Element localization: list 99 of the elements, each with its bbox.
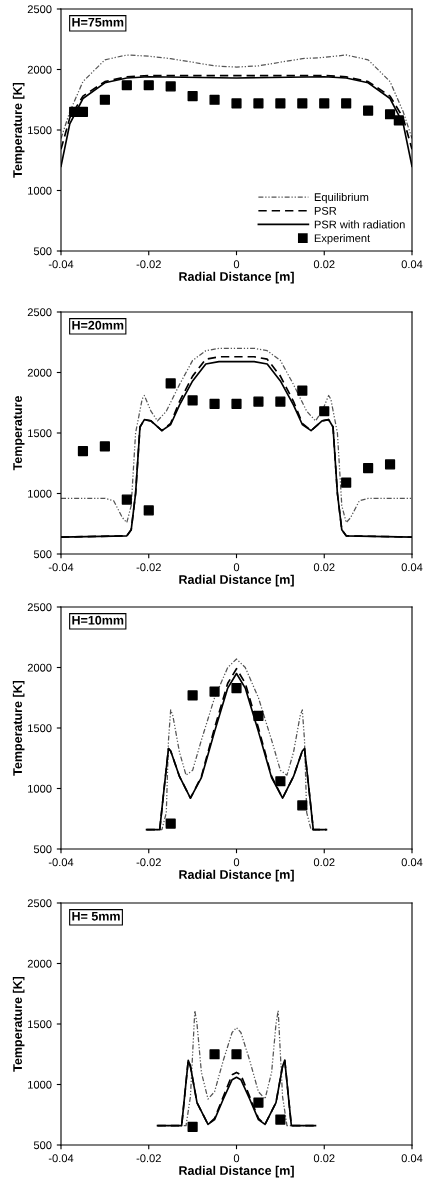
y-tick-label: 1500 (28, 724, 52, 733)
point (253, 710, 264, 721)
legend-label: PSR with radiation (314, 220, 405, 229)
x-axis-title: Radial Distance [m] (179, 869, 294, 882)
y-axis-title: Temperature [K] (12, 82, 25, 178)
point (231, 398, 242, 410)
point (209, 686, 220, 697)
x-tick-label: 0.02 (313, 260, 335, 269)
point (275, 98, 286, 109)
annotation: H= 5mm (72, 911, 120, 921)
x-tick-label: 0.04 (401, 1154, 423, 1163)
point (275, 776, 286, 787)
x-tick-label: 0.02 (313, 1154, 335, 1163)
y-tick-label: 2000 (27, 959, 52, 968)
point (253, 1097, 264, 1108)
point (253, 98, 264, 109)
annotation: H=10mm (72, 615, 124, 625)
point (143, 80, 154, 91)
y-tick-label: 2500 (27, 308, 52, 317)
point (121, 80, 132, 91)
x-tick-label: 0.02 (313, 858, 335, 867)
x-axis-title: Radial Distance [m] (179, 1165, 294, 1178)
y-tick-label: 1000 (28, 186, 52, 195)
annotation: H=75mm (72, 17, 124, 27)
y-tick-label: 500 (33, 550, 52, 559)
y-tick-label: 2000 (27, 663, 52, 672)
point (253, 396, 264, 407)
y-tick-label: 1000 (28, 784, 52, 793)
point (165, 81, 176, 92)
x-tick-label: -0.02 (136, 858, 161, 867)
point (363, 463, 374, 474)
x-tick-label: 0 (233, 858, 240, 867)
point (77, 106, 89, 117)
point (209, 94, 220, 105)
y-tick-label: 2500 (27, 603, 52, 612)
y-tick-label: 2000 (27, 368, 52, 377)
point (341, 98, 352, 109)
point (121, 494, 132, 505)
x-tick-label: 0.04 (401, 563, 423, 572)
y-tick-label: 500 (33, 845, 52, 854)
x-tick-label: -0.02 (136, 1154, 161, 1163)
x-tick-label: -0.02 (136, 563, 161, 572)
annotation: H=20mm (72, 320, 124, 330)
y-tick-label: 1500 (28, 429, 52, 438)
point (275, 396, 286, 407)
point (209, 1049, 220, 1060)
point (297, 385, 308, 396)
x-axis-title: Radial Distance [m] (179, 574, 294, 587)
point (363, 105, 374, 116)
x-tick-label: 0.04 (401, 858, 423, 867)
point (209, 398, 220, 410)
y-tick-label: 500 (33, 247, 52, 256)
x-tick-label: 0 (233, 260, 240, 269)
point (384, 109, 396, 120)
x-tick-label: 0 (233, 1154, 240, 1163)
point (187, 395, 198, 406)
point (319, 406, 330, 417)
point (187, 1121, 198, 1132)
point (187, 690, 198, 701)
x-tick-label: -0.04 (48, 1154, 74, 1163)
point (231, 1049, 242, 1060)
y-axis-title: Temperature [K] (12, 680, 25, 776)
point (231, 98, 242, 109)
x-tick-label: -0.04 (48, 858, 74, 867)
point (143, 505, 154, 516)
point (165, 818, 176, 829)
y-tick-label: 1000 (28, 489, 52, 498)
y-tick-label: 1500 (28, 1020, 52, 1029)
point (77, 446, 89, 457)
y-tick-label: 1500 (28, 126, 52, 135)
point (275, 1114, 286, 1125)
point (297, 98, 308, 109)
x-tick-label: -0.04 (48, 260, 74, 269)
point (319, 98, 330, 109)
point (384, 459, 396, 470)
y-axis-title: Temperature (13, 396, 25, 471)
y-tick-label: 2000 (27, 65, 52, 74)
x-tick-label: 0 (233, 563, 240, 572)
point (393, 115, 404, 126)
point (297, 800, 308, 811)
x-tick-label: 0.02 (313, 563, 335, 572)
legend-label: PSR (314, 206, 337, 215)
point (341, 477, 352, 488)
legend-label: Experiment (314, 233, 371, 245)
y-tick-label: 2500 (27, 5, 52, 14)
legend-label: Equilibrium (314, 192, 369, 204)
x-tick-label: 0.04 (401, 260, 423, 269)
point (231, 682, 242, 694)
y-axis-title: Temperature [K] (12, 976, 25, 1072)
x-axis-title: Radial Distance [m] (179, 271, 294, 284)
point (99, 441, 110, 452)
point (187, 91, 198, 102)
x-tick-label: -0.02 (136, 260, 161, 269)
y-tick-label: 2500 (27, 899, 52, 908)
x-tick-label: -0.04 (48, 563, 74, 572)
point (165, 378, 176, 389)
y-tick-label: 500 (33, 1141, 52, 1150)
y-tick-label: 1000 (28, 1080, 52, 1089)
point (99, 94, 110, 105)
